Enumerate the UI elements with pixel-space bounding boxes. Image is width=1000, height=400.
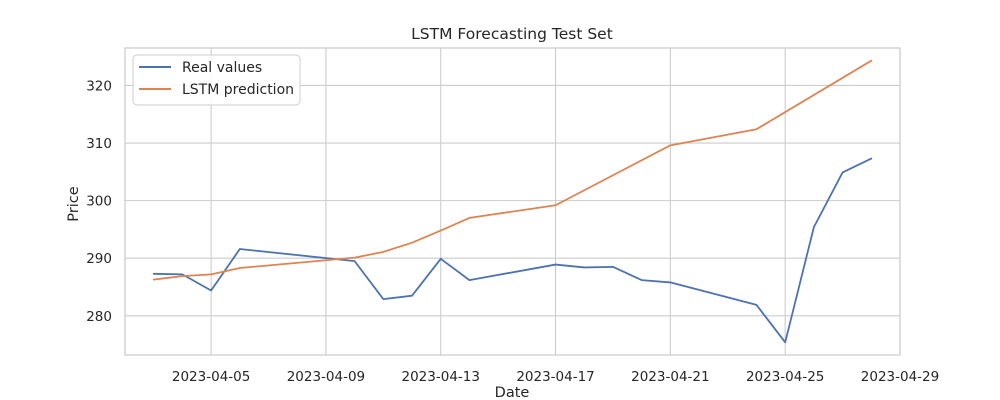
x-tick-label: 2023-04-17: [516, 369, 594, 385]
y-tick-labels: 280 290 300 310 320: [86, 78, 112, 324]
x-axis-title: Date: [495, 385, 530, 400]
chart-title: LSTM Forecasting Test Set: [411, 25, 613, 43]
x-tick-label: 2023-04-09: [287, 369, 365, 385]
y-tick-label: 300: [86, 194, 112, 210]
y-tick-label: 310: [86, 136, 112, 152]
legend-label-real-values: Real values: [182, 60, 262, 76]
series-line-real-values: [152, 157, 873, 344]
x-tick-label: 2023-04-29: [861, 369, 939, 385]
legend-label-lstm-prediction: LSTM prediction: [182, 82, 294, 98]
legend: Real values LSTM prediction: [132, 54, 301, 106]
x-tick-label: 2023-04-05: [172, 369, 250, 385]
plot-frame: [124, 47, 901, 356]
legend-box: [132, 54, 301, 106]
x-tick-labels: 2023-04-05 2023-04-09 2023-04-13 2023-04-17…: [172, 369, 939, 385]
series-lines: [152, 59, 873, 344]
y-tick-label: 290: [86, 251, 112, 267]
x-tick-label: 2023-04-25: [746, 369, 824, 385]
y-tick-label: 280: [86, 309, 112, 325]
series-line-lstm-prediction: [152, 59, 873, 281]
y-tick-label: 320: [86, 78, 112, 94]
y-axis-title: Price: [66, 186, 82, 221]
y-gridlines: [125, 84, 900, 317]
x-tick-label: 2023-04-13: [402, 369, 480, 385]
x-tick-label: 2023-04-21: [631, 369, 709, 385]
